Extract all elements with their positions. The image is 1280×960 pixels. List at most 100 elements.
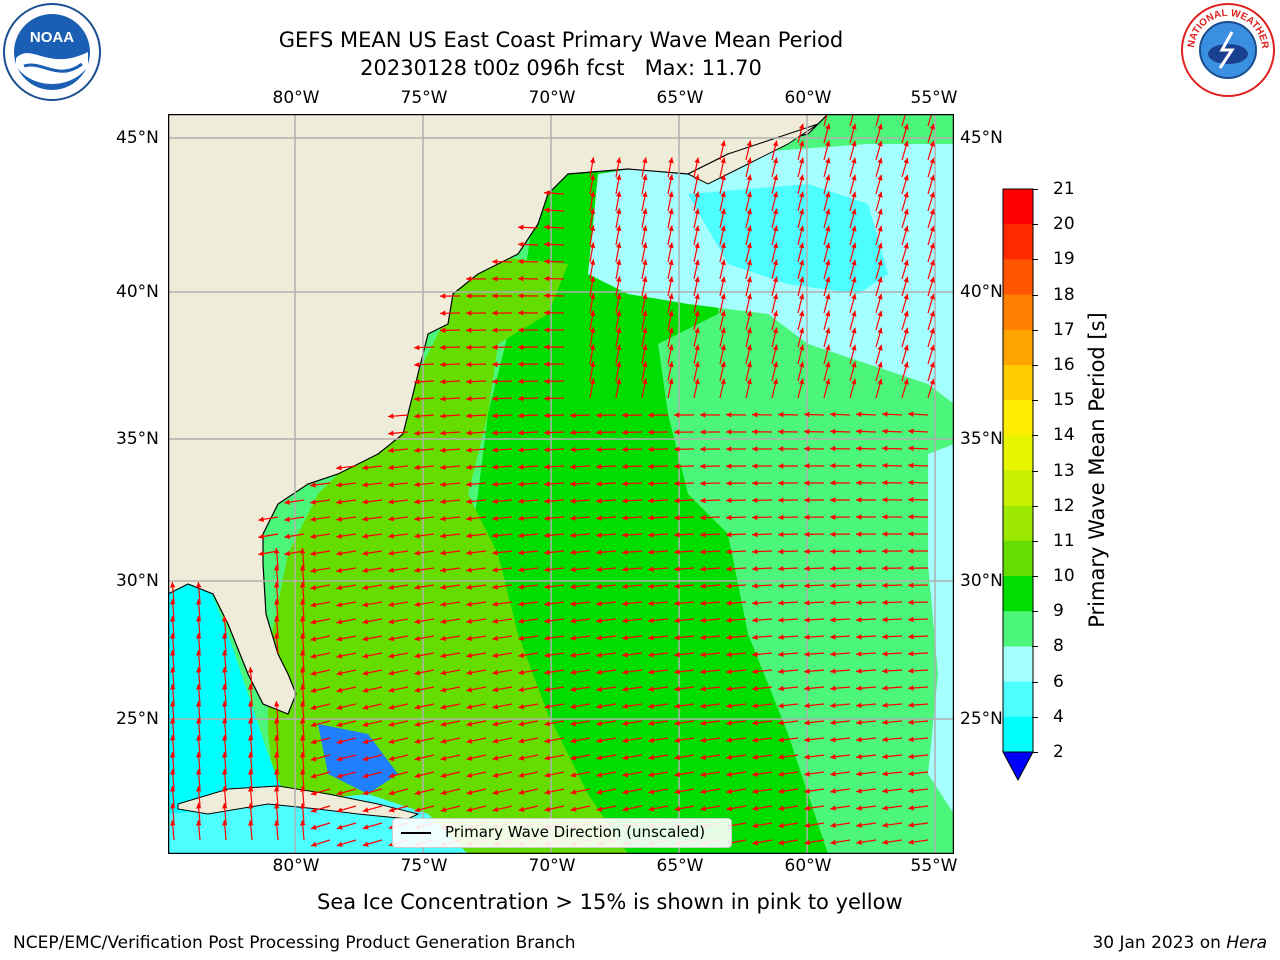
wave-arrow-head <box>929 242 935 249</box>
wave-arrow-head <box>222 684 228 690</box>
wave-arrow-head <box>851 123 857 130</box>
wave-arrow-head <box>908 548 914 554</box>
wave-arrow-head <box>746 344 752 351</box>
wave-arrow-head <box>825 361 831 368</box>
wave-arrow-head <box>908 531 914 537</box>
colorbar-tick-mark <box>1032 470 1038 472</box>
wave-arrow-head <box>700 446 706 452</box>
wave-arrow-head <box>804 719 810 726</box>
wave-arrow-head <box>222 752 228 758</box>
wave-arrow-head <box>720 276 726 283</box>
wave-arrow-head <box>440 413 446 419</box>
wave-arrow-head <box>752 429 758 435</box>
wave-arrow-head <box>222 633 228 639</box>
wave-arrow-head <box>778 565 784 572</box>
wave-arrow-head <box>720 378 726 385</box>
wave-arrow-head <box>414 704 421 710</box>
wave-arrow-head <box>196 820 202 826</box>
wave-arrow-head <box>589 361 596 368</box>
wave-arrow-head <box>648 737 654 744</box>
wave-arrow-head <box>300 803 306 809</box>
colorbar-tick-label: 21 <box>1053 179 1075 199</box>
wave-arrow-head <box>856 411 862 418</box>
wave-arrow-head <box>830 548 836 555</box>
wave-arrow-head <box>388 635 395 642</box>
wave-arrow-head <box>648 634 654 641</box>
wave-arrow-head <box>642 361 648 368</box>
wave-arrow-head <box>518 515 524 522</box>
wave-arrow-head <box>414 430 420 436</box>
wave-arrow-head <box>720 191 726 198</box>
wave-arrow-head <box>798 293 805 300</box>
wave-arrow-head <box>830 411 836 418</box>
colorbar-cell <box>1003 329 1033 366</box>
wave-arrow-head <box>856 480 862 486</box>
wave-arrow-head <box>778 822 785 829</box>
wave-arrow-head <box>674 515 680 521</box>
wave-arrow-head <box>700 771 706 778</box>
colorbar-label: Primary Wave Mean Period [s] <box>1085 312 1109 628</box>
wave-arrow-head <box>336 790 343 796</box>
wave-arrow-head <box>798 344 805 351</box>
wave-arrow-head <box>856 651 862 657</box>
wave-arrow-head <box>825 293 831 300</box>
wave-arrow-head <box>492 704 499 710</box>
wave-arrow-head <box>248 769 254 775</box>
wave-arrow-head <box>726 429 732 435</box>
wave-arrow-head <box>466 806 473 813</box>
wave-arrow-head <box>674 771 681 778</box>
wave-arrow-head <box>929 344 935 351</box>
wave-arrow-head <box>746 225 752 232</box>
wave-arrow-head <box>746 293 752 300</box>
wave-arrow-head <box>466 293 472 299</box>
wave-arrow-head <box>544 532 550 539</box>
wave-arrow-head <box>544 344 550 350</box>
wave-arrow-head <box>726 634 732 641</box>
wave-arrow-head <box>726 737 732 743</box>
wave-arrow-head <box>300 684 306 690</box>
wave-arrow-head <box>466 721 473 727</box>
wave-arrow-head <box>908 805 914 811</box>
wave-arrow-head <box>804 411 810 418</box>
wave-arrow-head <box>492 481 498 487</box>
wave-arrow-head <box>616 208 622 215</box>
wave-arrow-head <box>720 242 726 249</box>
wave-arrow-head <box>248 820 254 826</box>
wave-arrow-head <box>596 686 602 692</box>
wave-arrow-head <box>772 310 779 317</box>
colorbar-cell <box>1003 400 1033 436</box>
wave-arrow-head <box>518 275 524 282</box>
wave-arrow-head <box>336 773 343 779</box>
wave-arrow-head <box>752 754 758 760</box>
wave-arrow-head <box>492 567 498 573</box>
wave-arrow-head <box>336 687 343 693</box>
wave-arrow-head <box>274 599 280 605</box>
wave-arrow-head <box>694 242 700 249</box>
wave-arrow-head <box>804 685 810 692</box>
wave-arrow-head <box>570 635 576 641</box>
wave-arrow-head <box>258 550 265 557</box>
colorbar-cell <box>1003 540 1033 577</box>
wave-arrow-head <box>544 447 550 453</box>
wave-arrow-head <box>492 601 498 607</box>
colorbar-tick-mark <box>1032 540 1038 542</box>
wave-arrow-head <box>804 617 810 623</box>
lat-tick-left: 40°N <box>116 282 159 302</box>
wave-arrow-head <box>466 687 473 693</box>
wave-arrow-head <box>882 770 888 777</box>
wave-arrow-head <box>544 275 550 282</box>
wave-arrow-head <box>674 788 681 795</box>
colorbar-cell <box>1003 435 1033 471</box>
wave-arrow-head <box>908 616 914 623</box>
wave-arrow-head <box>903 259 909 266</box>
wave-arrow-head <box>222 769 228 775</box>
wave-arrow-head <box>310 739 317 745</box>
wave-arrow-head <box>518 241 524 248</box>
wave-arrow-head <box>440 533 446 539</box>
wave-arrow-head <box>830 514 836 520</box>
wave-arrow-head <box>825 157 831 164</box>
wave-arrow-head <box>700 497 706 504</box>
wave-arrow-head <box>388 447 394 454</box>
wave-arrow-head <box>274 803 280 809</box>
wave-arrow-head <box>596 463 602 470</box>
